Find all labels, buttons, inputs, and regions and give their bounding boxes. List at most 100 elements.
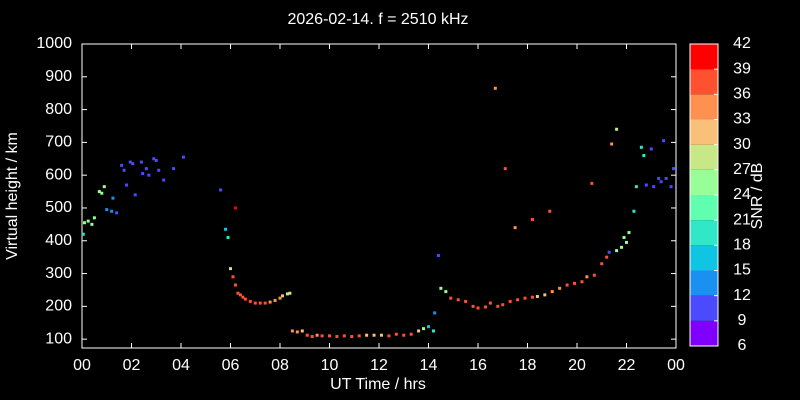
data-point	[625, 240, 628, 244]
data-point	[92, 216, 96, 220]
data-point	[535, 295, 539, 299]
colorbar-band	[690, 169, 718, 195]
x-tick-label: 14	[420, 357, 438, 374]
data-point	[592, 273, 596, 277]
y-tick-label: 700	[45, 134, 72, 151]
data-point	[422, 327, 426, 331]
data-point	[273, 298, 277, 302]
colorbar-tick-label: 39	[733, 60, 751, 77]
colorbar-band	[690, 320, 718, 346]
data-point	[350, 335, 354, 339]
data-point	[90, 222, 94, 226]
data-point	[516, 298, 520, 302]
colorbar-band	[690, 245, 718, 271]
data-point	[253, 301, 257, 305]
data-point	[580, 280, 584, 284]
colorbar-band	[690, 44, 718, 70]
data-point	[122, 168, 126, 172]
x-tick-label: 20	[568, 357, 586, 374]
data-point	[181, 155, 185, 159]
data-point	[585, 275, 589, 279]
x-tick-label: 06	[222, 357, 240, 374]
data-point	[315, 333, 319, 337]
data-point	[503, 167, 507, 171]
data-point	[365, 333, 369, 337]
data-point	[659, 180, 663, 184]
data-point	[669, 185, 673, 189]
colorbar-tick-label: 33	[733, 111, 751, 128]
y-tick-label: 900	[45, 68, 72, 85]
data-point	[241, 295, 245, 299]
data-point	[634, 185, 638, 189]
data-point	[172, 167, 176, 171]
data-point	[644, 183, 648, 187]
data-point	[105, 208, 109, 212]
data-point	[622, 235, 626, 239]
data-point	[248, 299, 252, 303]
data-point	[162, 178, 166, 182]
data-point	[649, 147, 653, 151]
data-point	[409, 332, 413, 336]
colorbar-band	[690, 69, 718, 95]
data-point	[278, 296, 282, 300]
data-point	[431, 329, 435, 333]
y-tick-label: 1000	[36, 35, 72, 52]
data-point	[102, 185, 106, 189]
data-point	[456, 298, 460, 302]
colorbar-band	[690, 295, 718, 321]
data-point	[226, 235, 230, 239]
x-tick-label: 10	[321, 357, 339, 374]
data-point	[285, 292, 289, 296]
data-point	[464, 299, 468, 303]
data-point	[444, 290, 448, 294]
colorbar-tick-label: 15	[733, 262, 751, 279]
data-point	[387, 334, 391, 338]
data-point	[632, 209, 636, 213]
data-point	[610, 142, 614, 146]
data-point	[471, 304, 475, 308]
data-point	[436, 254, 440, 258]
data-point	[605, 255, 609, 259]
data-point	[565, 283, 569, 287]
data-point	[152, 157, 156, 161]
data-point	[120, 163, 124, 167]
y-tick-label: 300	[45, 265, 72, 282]
data-point	[147, 173, 151, 177]
data-point	[328, 334, 331, 338]
data-point	[573, 281, 577, 285]
colorbar-band	[690, 94, 718, 120]
data-point	[125, 183, 129, 187]
data-point	[662, 139, 666, 143]
data-point	[476, 306, 480, 310]
data-point	[627, 231, 631, 235]
data-point	[115, 211, 119, 215]
data-point	[530, 217, 534, 221]
data-point	[231, 275, 235, 279]
data-point	[433, 311, 437, 315]
data-point	[357, 334, 361, 338]
colorbar-tick-label: 27	[733, 161, 751, 178]
x-tick-label: 18	[519, 357, 537, 374]
colorbar-tick-label: 24	[733, 186, 751, 203]
x-axis-label: UT Time / hrs	[330, 376, 426, 393]
x-tick-label: 12	[370, 357, 388, 374]
colorbar-tick-label: 36	[733, 86, 751, 103]
data-point	[523, 296, 527, 300]
data-point	[133, 193, 137, 197]
data-point	[548, 209, 552, 213]
data-point	[258, 301, 262, 305]
data-point	[110, 209, 114, 213]
data-point	[82, 221, 86, 225]
data-point	[229, 267, 232, 271]
data-point	[305, 333, 309, 337]
data-point	[335, 335, 339, 339]
data-point	[501, 303, 505, 307]
y-tick-label: 400	[45, 232, 72, 249]
data-point	[615, 249, 619, 253]
x-tick-label: 22	[618, 357, 636, 374]
x-tick-label: 08	[271, 357, 289, 374]
data-point	[81, 232, 85, 236]
data-point	[97, 190, 101, 194]
y-axis-label: Virtual height / km	[4, 132, 21, 260]
